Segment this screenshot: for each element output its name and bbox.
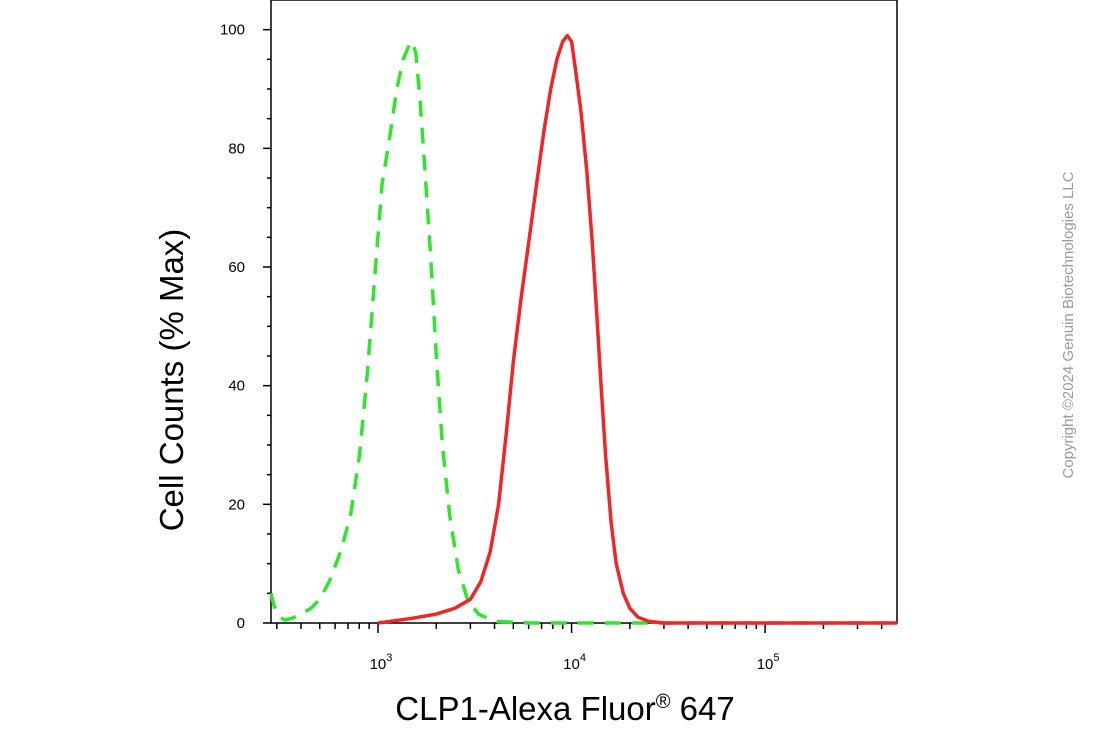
y-tick-label: 80 [228,140,245,157]
x-axis-label-suffix: 647 [670,690,734,727]
series-layer [269,33,897,625]
control-histogram-line [269,39,897,625]
copyright-text: Copyright ©2024 Genuin Biotechnologies L… [1060,171,1077,478]
y-tick-label: 20 [228,496,245,513]
x-axis-label-registered: ® [656,691,671,713]
plot-frame [270,0,898,624]
x-axis-label-main: CLP1-Alexa Fluor [395,690,655,727]
x-axis: 103 104 105 [276,623,883,673]
y-tick-label: 0 [237,615,245,632]
x-tick-label: 103 [370,652,393,673]
y-axis-label: Cell Counts (% Max) [153,229,190,532]
x-tick-label: 105 [757,652,780,673]
y-tick-label: 40 [228,378,245,395]
y-tick-label: 100 [220,22,245,39]
plot-border [270,0,898,624]
y-axis: 0 20 40 60 80 100 [220,22,271,632]
x-tick-label: 104 [563,652,586,673]
x-axis-label: CLP1-Alexa Fluor® 647 [395,690,734,727]
y-tick-label: 60 [228,259,245,276]
clp1-histogram-line [377,33,897,625]
